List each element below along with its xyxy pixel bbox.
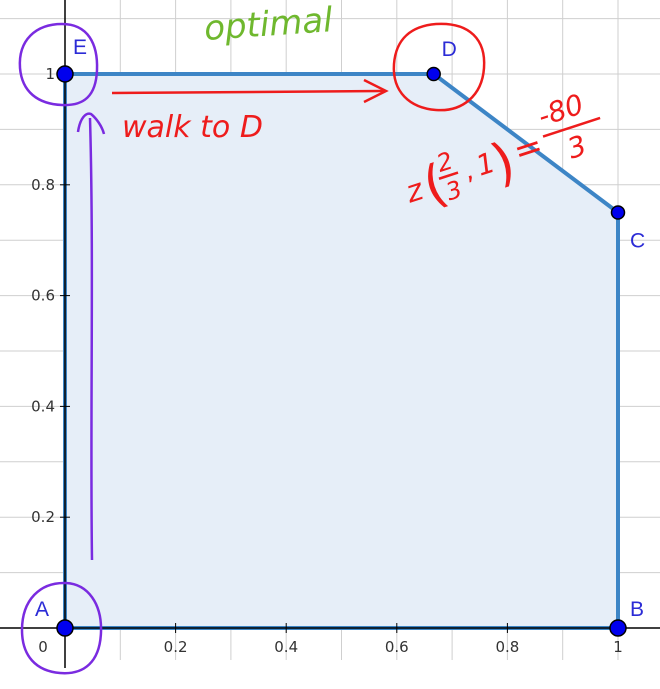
optimal-circle [392, 22, 486, 112]
optimal-annotation: optimal [203, 0, 335, 49]
x-tick-label: 0 [38, 638, 48, 656]
vertex-a [56, 619, 74, 637]
walk-right-arrow-head [363, 78, 389, 104]
vertex-label-a: A [35, 598, 49, 621]
vertex-label-e: E [73, 36, 87, 59]
vertex-label-b: B [630, 598, 644, 621]
z-x-fraction-bar [438, 171, 459, 180]
x-tick-label: 1 [613, 638, 623, 656]
x-tick-labels: 0 0.2 0.4 0.6 0.8 1 [38, 623, 623, 656]
walk-right-arrow [111, 89, 385, 95]
z-value-fraction-bar [542, 116, 601, 138]
z-value-denominator: 3 [563, 129, 590, 166]
x-tick-label: 0.6 [385, 638, 409, 656]
vertex-d [426, 66, 441, 82]
vertex-label-c: C [630, 230, 645, 253]
y-tick-label: 0.8 [31, 176, 55, 194]
axes [0, 0, 660, 668]
walk-annotation: walk to D [122, 110, 263, 145]
walk-up-arrow [88, 117, 94, 561]
x-tick-label: 0.2 [164, 638, 188, 656]
x-tick-label: 0.8 [495, 638, 519, 656]
y-tick-label: 0.2 [31, 508, 55, 526]
vertex-b [609, 619, 627, 637]
walk-up-arrow-head [76, 112, 106, 135]
vertices: A B C D E [35, 36, 645, 637]
y-tick-label: 0.6 [31, 287, 55, 305]
x-tick-label: 0.4 [274, 638, 298, 656]
vertex-label-d: D [442, 38, 457, 61]
y-tick-label: 0.4 [31, 397, 55, 415]
z-value-numerator: -80 [534, 88, 588, 134]
start-circle [18, 22, 99, 107]
vertex-c [610, 205, 626, 220]
origin-circle [20, 581, 103, 675]
objective-value-annotation: z ( 2 3 , 1 ) = -80 3 [401, 88, 601, 217]
vertex-e [56, 65, 74, 83]
annotations: optimal walk to D z ( 2 3 , [18, 0, 601, 675]
y-tick-label: 1 [45, 65, 55, 83]
y-tick-labels: 0.2 0.4 0.6 0.8 1 [31, 65, 70, 526]
